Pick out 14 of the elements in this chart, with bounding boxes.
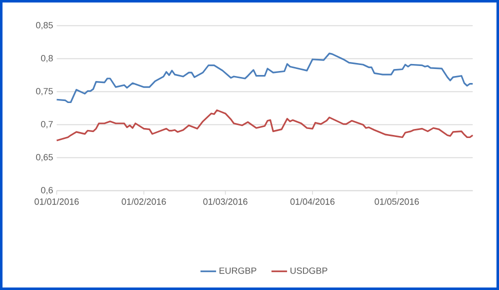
- legend-label: EURGBP: [220, 267, 256, 274]
- y-tick-label: 0,7: [41, 120, 53, 128]
- x-tick-label: 01/02/2016: [122, 198, 166, 205]
- x-tick-label: 01/05/2016: [374, 198, 419, 205]
- y-tick-label: 0,65: [36, 154, 53, 162]
- line-series: [56, 109, 474, 142]
- y-tick-label: 0,75: [36, 88, 53, 96]
- y-tick-label: 0,8: [41, 54, 53, 62]
- legend-label: USDGBP: [290, 267, 328, 274]
- y-tick-label: 0,85: [36, 22, 53, 30]
- y-tick-label: 0,6: [41, 186, 53, 194]
- x-tick-label: 01/03/2016: [203, 198, 248, 205]
- x-tick-label: 01/04/2016: [290, 198, 335, 205]
- x-tick-label: 01/01/2016: [34, 198, 79, 205]
